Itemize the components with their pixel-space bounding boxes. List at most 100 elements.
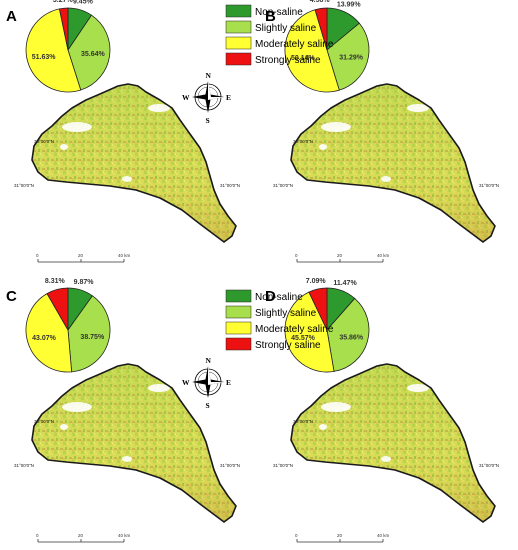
pie-label-strongly-saline: 7.09% bbox=[306, 278, 327, 285]
legend-label: Strongly saline bbox=[255, 55, 321, 66]
compass-east: E bbox=[226, 378, 231, 387]
scale-bar: 0 20 40 km bbox=[295, 533, 390, 543]
pie-slice-moderately-saline bbox=[25, 8, 82, 93]
legend-swatch-slightly-saline bbox=[225, 20, 252, 34]
lat-label-right: 31°00'0"N bbox=[220, 463, 240, 468]
pie-label-slightly-saline: 38.75% bbox=[80, 334, 105, 341]
legend-label: Moderately saline bbox=[255, 39, 334, 50]
pie-label-strongly-saline: 8.31% bbox=[45, 278, 66, 285]
pie-slice-slightly-saline bbox=[326, 297, 370, 372]
lat-label-right: 31°00'0"N bbox=[220, 183, 240, 188]
pie-label-moderately-saline: 51.63% bbox=[32, 54, 57, 61]
pie-label-non-saline: 13.99% bbox=[337, 1, 362, 8]
compass-east: E bbox=[226, 93, 231, 102]
pie-chart: 11.47% 35.86% 45.57% 7.09% bbox=[284, 278, 370, 373]
pie-label-slightly-saline: 31.29% bbox=[339, 55, 364, 62]
legend-label: Slightly saline bbox=[255, 23, 317, 34]
scale-tick-label: 20 bbox=[337, 533, 343, 538]
panel-b: 30°00'0"N 31°00'0"N 31°00'0"N 0 20 40 km 13.99… bbox=[265, 0, 499, 263]
pie-slice-slightly-saline bbox=[67, 295, 111, 373]
lat-label-top: 30°00'0"N bbox=[293, 139, 313, 144]
lat-label-left: 31°00'0"N bbox=[273, 463, 293, 468]
pie-chart: 13.99% 31.29% 50.14% 4.58% bbox=[284, 0, 370, 93]
scale-bar: 0 20 40 km bbox=[36, 533, 131, 543]
panel-label: D bbox=[265, 288, 276, 305]
pie-label-moderately-saline: 43.07% bbox=[32, 335, 57, 342]
lat-label-left: 31°00'0"N bbox=[14, 183, 34, 188]
legend-swatch-strongly-saline bbox=[225, 52, 252, 66]
scale-tick-label: 0 bbox=[295, 533, 298, 538]
scale-bar: 0 20 40 km bbox=[295, 253, 390, 263]
pie-slice-slightly-saline bbox=[67, 14, 111, 91]
legend-label: Non-saline bbox=[255, 7, 303, 18]
pie-label-strongly-saline: 3.27% bbox=[53, 0, 74, 4]
pie-slice-strongly-saline bbox=[46, 287, 69, 332]
pie-label-non-saline: 9.45% bbox=[73, 0, 94, 6]
pie-slice-moderately-saline bbox=[284, 9, 340, 93]
lat-label-top: 30°00'0"N bbox=[293, 419, 313, 424]
lat-label-left: 31°00'0"N bbox=[14, 463, 34, 468]
legend-swatch-non-saline bbox=[225, 4, 252, 18]
lat-label-top: 30°00'0"N bbox=[34, 139, 54, 144]
pie-label-slightly-saline: 35.86% bbox=[339, 334, 364, 341]
pie-label-moderately-saline: 50.14% bbox=[291, 55, 316, 62]
compass-north: N bbox=[206, 71, 212, 80]
region-boundary bbox=[31, 83, 237, 243]
scale-tick-label: 40 km bbox=[377, 253, 390, 258]
pie-slice-strongly-saline bbox=[308, 287, 328, 331]
scale-tick-label: 0 bbox=[36, 533, 39, 538]
compass-west: W bbox=[182, 93, 190, 102]
legend-label: Moderately saline bbox=[255, 324, 334, 335]
scale-tick-label: 40 km bbox=[118, 533, 131, 538]
scale-tick-label: 40 km bbox=[118, 253, 131, 258]
compass-south: S bbox=[206, 116, 210, 125]
compass-west: W bbox=[182, 378, 190, 387]
panel-label: A bbox=[6, 8, 17, 25]
scale-tick-label: 0 bbox=[36, 253, 39, 258]
pie-slice-moderately-saline bbox=[284, 291, 335, 373]
scale-tick-label: 20 bbox=[78, 533, 84, 538]
legend-top: Non-saline Slightly saline Moderately sa… bbox=[225, 4, 334, 66]
legend-bottom: Non-saline Slightly saline Moderately sa… bbox=[225, 289, 334, 351]
compass-bottom: N S E W bbox=[182, 356, 231, 410]
legend-label: Non-saline bbox=[255, 292, 303, 303]
compass-south: S bbox=[206, 401, 210, 410]
pie-label-slightly-saline: 35.64% bbox=[81, 51, 106, 58]
panel-c: 30°00'0"N 31°00'0"N 31°00'0"N 0 20 40 km 9.87%… bbox=[6, 278, 240, 543]
salinity-map bbox=[291, 84, 495, 242]
legend-label: Slightly saline bbox=[255, 308, 317, 319]
lat-label-right: 31°00'0"N bbox=[479, 463, 499, 468]
lat-label-top: 30°00'0"N bbox=[34, 419, 54, 424]
scale-tick-label: 20 bbox=[78, 253, 84, 258]
panel-d: 30°00'0"N 31°00'0"N 31°00'0"N 0 20 40 km 11.47… bbox=[265, 278, 499, 543]
pie-slice-slightly-saline bbox=[326, 22, 370, 91]
pie-slice-strongly-saline bbox=[58, 7, 69, 51]
pie-slice-strongly-saline bbox=[314, 7, 328, 51]
pie-label-strongly-saline: 4.58% bbox=[310, 0, 331, 4]
lat-label-left: 31°00'0"N bbox=[273, 183, 293, 188]
pie-chart: 9.87% 38.75% 43.07% 8.31% bbox=[25, 278, 111, 373]
pie-label-non-saline: 11.47% bbox=[333, 280, 357, 287]
region-boundary bbox=[290, 363, 496, 523]
region-boundary bbox=[31, 363, 237, 523]
pie-slice-moderately-saline bbox=[25, 293, 73, 373]
salinity-map bbox=[32, 84, 236, 242]
region-boundary bbox=[290, 83, 496, 243]
pie-label-non-saline: 9.87% bbox=[74, 279, 95, 286]
scale-bar: 0 20 40 km bbox=[36, 253, 131, 263]
legend-label: Strongly saline bbox=[255, 340, 321, 351]
salinity-map bbox=[291, 364, 495, 522]
panel-a: 30°00'0"N 31°00'0"N 31°00'0"N 0 20 40 km 9.45%… bbox=[6, 0, 240, 263]
scale-tick-label: 40 km bbox=[377, 533, 390, 538]
legend-swatch-non-saline bbox=[225, 289, 252, 303]
salinity-map bbox=[32, 364, 236, 522]
pie-chart: 9.45% 35.64% 51.63% 3.27% bbox=[25, 0, 111, 93]
compass-top: N S E W bbox=[182, 71, 231, 125]
panel-label: B bbox=[265, 8, 276, 25]
legend-swatch-moderately-saline bbox=[225, 36, 252, 50]
legend-swatch-moderately-saline bbox=[225, 321, 252, 335]
scale-tick-label: 20 bbox=[337, 253, 343, 258]
scale-tick-label: 0 bbox=[295, 253, 298, 258]
compass-north: N bbox=[206, 356, 212, 365]
